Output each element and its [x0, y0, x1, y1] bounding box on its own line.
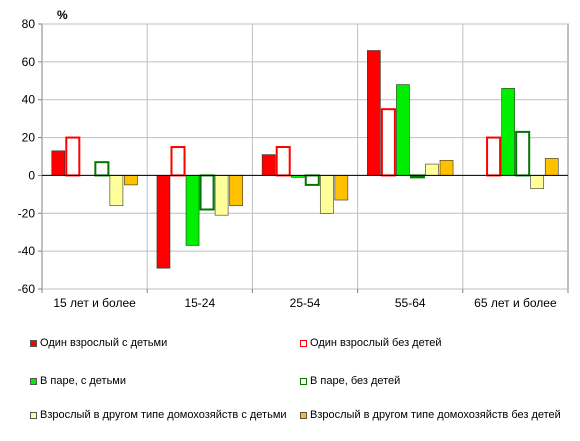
x-category-label: 15-24 — [184, 296, 215, 310]
bar-series-4 — [304, 174, 320, 186]
bar-series-5 — [530, 175, 545, 189]
bar-series-6 — [229, 175, 243, 207]
bar-series-1 — [156, 175, 171, 269]
y-tick-label: -20 — [18, 206, 36, 220]
bar-series-4 — [94, 161, 110, 177]
bar-series-5 — [425, 163, 439, 176]
bar-series-5 — [319, 175, 334, 214]
y-unit-label: % — [57, 8, 68, 22]
bar-series-3 — [501, 88, 515, 176]
bar-series-2 — [65, 136, 81, 177]
bar-series-5 — [109, 175, 124, 207]
x-category-label: 25-54 — [290, 296, 321, 310]
y-tick-label: 40 — [22, 93, 36, 107]
bar-series-2 — [170, 146, 186, 177]
x-category-label: 15 лет и более — [53, 296, 136, 310]
axis-layer: 80 60 40 20 0 -20 -40 -60 15 лет и более 15-24 25-… — [18, 17, 569, 310]
y-tick-label: -60 — [18, 282, 36, 296]
bar-series-6 — [334, 175, 349, 201]
y-tick-label: 20 — [22, 131, 36, 145]
bar-series-2 — [380, 108, 396, 177]
y-tick-label: -40 — [18, 244, 36, 258]
bar-series-1 — [261, 154, 276, 176]
y-tick-label: 80 — [22, 17, 36, 31]
y-tick-label: 60 — [22, 55, 36, 69]
y-tick-label: 0 — [28, 168, 35, 182]
bar-series-6 — [439, 159, 454, 176]
bars-layer — [51, 50, 559, 269]
x-category-label: 55-64 — [395, 296, 426, 310]
bar-series-1 — [51, 150, 66, 176]
bar-series-5 — [214, 175, 229, 216]
bar-series-6 — [544, 158, 559, 176]
bar-series-3 — [185, 175, 200, 246]
x-category-label: 65 лет и более — [474, 296, 557, 310]
bar-series-6 — [124, 175, 138, 186]
bar-series-3 — [396, 84, 410, 176]
bar-series-2 — [275, 146, 291, 177]
bar-series-2 — [486, 136, 502, 177]
bar-series-1 — [367, 50, 381, 176]
bar-series-4 — [515, 130, 531, 177]
bar-series-4 — [199, 174, 215, 211]
